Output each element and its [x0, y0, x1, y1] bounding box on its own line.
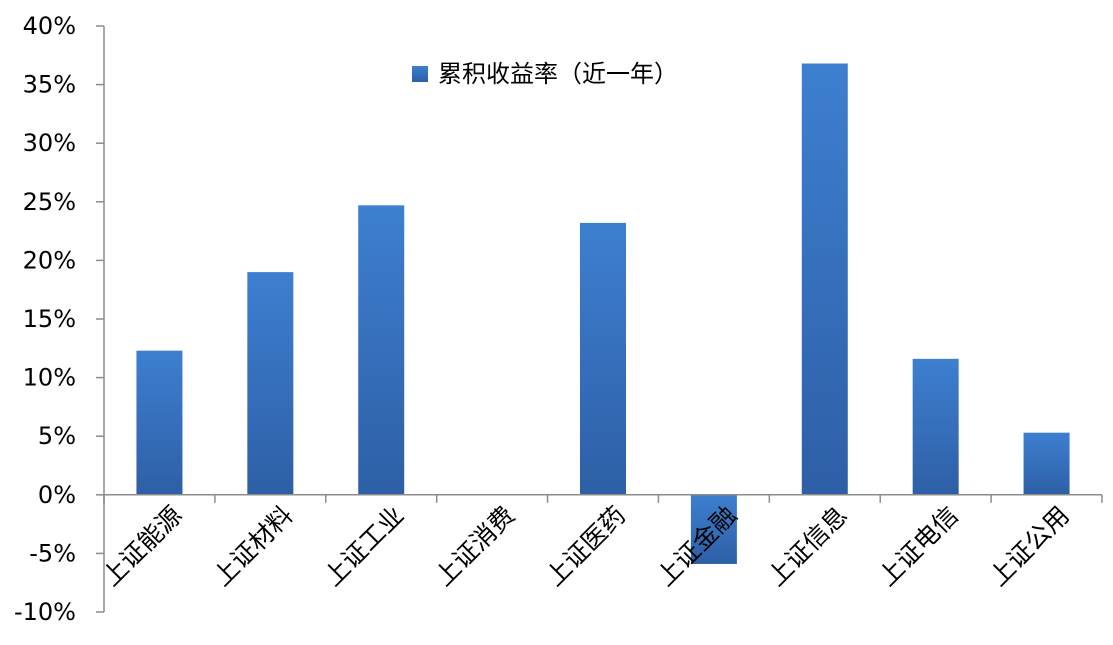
x-tick-label: 上证医药	[540, 501, 631, 592]
bar	[801, 63, 848, 495]
x-tick-label: 上证工业	[318, 501, 409, 592]
bars	[136, 63, 1070, 564]
y-axis: -10% -5% 0% 5% 10% 15% 20% 25% 30% 35% 40%	[14, 12, 105, 626]
x-tick-label: 上证公用	[984, 501, 1075, 592]
x-tick-label: 上证材料	[207, 501, 298, 592]
legend-label: 累积收益率（近一年）	[438, 60, 678, 88]
bar	[1023, 432, 1070, 495]
bar	[912, 358, 959, 495]
x-tick-label: 上证电信	[873, 501, 964, 592]
y-tick-label: 40%	[23, 12, 76, 40]
y-tick-label: 10%	[23, 364, 76, 392]
x-tick-label: 上证消费	[429, 501, 520, 592]
bar	[690, 494, 737, 564]
y-tick-label: 30%	[23, 129, 76, 157]
y-tick-label: 15%	[23, 305, 76, 333]
bar	[580, 222, 626, 495]
legend-swatch	[412, 66, 428, 82]
y-tick-label: -5%	[29, 539, 76, 567]
y-tick-label: -10%	[14, 598, 76, 626]
y-tick-label: 35%	[23, 71, 76, 99]
legend: 累积收益率（近一年）	[412, 60, 678, 88]
bar	[247, 272, 294, 495]
bar	[136, 350, 183, 495]
y-tick-label: 20%	[23, 246, 76, 274]
category-labels: 上证能源 上证材料 上证工业 上证消费 上证医药 上证金融 上证信息 上证电信 上证公用	[96, 501, 1074, 592]
y-tick-label: 5%	[38, 422, 76, 450]
x-axis	[103, 494, 1103, 503]
bar	[358, 205, 405, 495]
x-tick-label: 上证信息	[762, 501, 853, 592]
y-tick-label: 0%	[38, 481, 76, 509]
y-tick-label: 25%	[23, 188, 76, 216]
x-tick-label: 上证能源	[96, 501, 187, 592]
